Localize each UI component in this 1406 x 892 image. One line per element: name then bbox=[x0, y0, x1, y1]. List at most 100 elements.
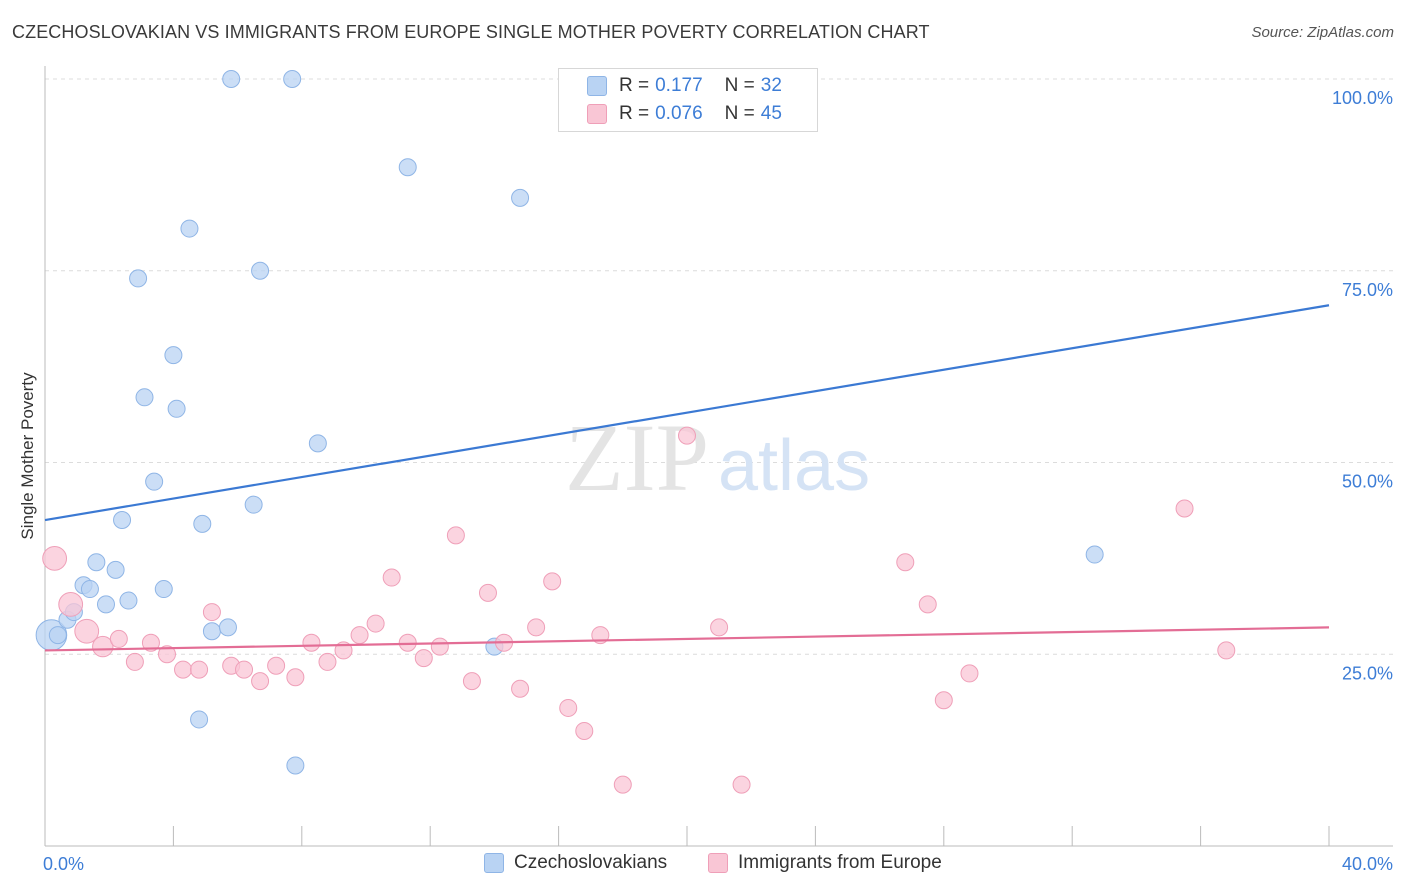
data-point-czechoslovakians bbox=[283, 70, 302, 88]
legend-swatch-blue bbox=[587, 76, 607, 96]
legend-n-value: 45 bbox=[760, 103, 782, 124]
data-point-immigrants bbox=[190, 660, 209, 679]
data-point-czechoslovakians bbox=[113, 511, 132, 530]
data-point-czechoslovakians bbox=[222, 70, 241, 88]
data-point-czechoslovakians bbox=[202, 622, 221, 641]
y-tick-label: 25.0% bbox=[1342, 663, 1393, 683]
data-point-czechoslovakians bbox=[164, 346, 183, 365]
data-point-immigrants bbox=[267, 656, 286, 675]
series-legend: Czechoslovakians Immigrants from Europe bbox=[0, 852, 1406, 876]
data-point-czechoslovakians bbox=[80, 580, 99, 599]
data-point-czechoslovakians bbox=[167, 399, 186, 418]
data-point-czechoslovakians bbox=[190, 710, 209, 729]
legend-r-value: 0.177 bbox=[655, 75, 703, 96]
data-point-czechoslovakians bbox=[180, 219, 199, 238]
data-point-czechoslovakians bbox=[1085, 545, 1104, 564]
data-point-czechoslovakians bbox=[119, 591, 138, 610]
data-point-czechoslovakians bbox=[511, 188, 530, 207]
data-point-immigrants bbox=[478, 583, 497, 602]
data-point-immigrants bbox=[92, 635, 114, 658]
trend-lines bbox=[44, 304, 1330, 652]
data-point-immigrants bbox=[511, 679, 530, 698]
legend-row-czechoslovakians: R = 0.177 N = 32 bbox=[587, 74, 782, 98]
y-tick-label: 100.0% bbox=[1332, 88, 1393, 108]
legend-n-label: N = bbox=[724, 103, 755, 124]
grid-lines bbox=[45, 78, 1393, 655]
y-tick-label: 75.0% bbox=[1342, 280, 1393, 300]
y-tick-label: 50.0% bbox=[1342, 472, 1393, 492]
data-point-immigrants bbox=[251, 672, 270, 691]
x-tick-label: 40.0% bbox=[1342, 854, 1393, 874]
data-point-czechoslovakians bbox=[193, 514, 212, 533]
x-tick-label: 0.0% bbox=[43, 854, 84, 874]
data-point-immigrants bbox=[141, 633, 160, 652]
data-point-immigrants bbox=[235, 660, 254, 679]
data-point-immigrants bbox=[934, 691, 953, 710]
data-point-immigrants bbox=[302, 633, 321, 652]
legend-swatch-pink bbox=[587, 104, 607, 124]
data-point-immigrants bbox=[896, 553, 915, 572]
data-point-immigrants bbox=[1175, 499, 1194, 518]
data-point-czechoslovakians bbox=[308, 434, 327, 453]
data-point-czechoslovakians bbox=[106, 560, 125, 579]
trend-line-czechoslovakians bbox=[44, 304, 1330, 522]
series-legend-czechoslovakians: Czechoslovakians bbox=[484, 852, 667, 874]
data-point-czechoslovakians bbox=[244, 495, 263, 514]
data-point-czechoslovakians bbox=[145, 472, 164, 491]
data-point-immigrants bbox=[732, 775, 751, 794]
data-point-immigrants bbox=[157, 645, 176, 664]
stats-legend: R = 0.177 N = 32 R = 0.076 N = 45 bbox=[558, 68, 818, 132]
data-point-immigrants bbox=[446, 526, 465, 545]
data-point-immigrants bbox=[42, 545, 68, 571]
data-point-czechoslovakians bbox=[96, 595, 115, 614]
data-point-czechoslovakians bbox=[154, 580, 173, 599]
data-point-immigrants bbox=[414, 649, 433, 668]
chart-title: CZECHOSLOVAKIAN VS IMMIGRANTS FROM EUROP… bbox=[12, 22, 930, 42]
watermark: ZIP atlas bbox=[565, 404, 870, 511]
data-point-czechoslovakians bbox=[87, 553, 106, 572]
data-point-czechoslovakians bbox=[251, 261, 270, 280]
data-point-immigrants bbox=[109, 629, 128, 648]
legend-r-label: R = bbox=[619, 103, 650, 124]
data-point-immigrants bbox=[527, 618, 546, 637]
data-point-immigrants bbox=[575, 721, 594, 740]
source-attribution: Source: ZipAtlas.com bbox=[1251, 24, 1394, 41]
data-point-immigrants bbox=[678, 426, 696, 445]
data-point-immigrants bbox=[710, 618, 729, 637]
data-point-immigrants bbox=[202, 603, 221, 622]
data-point-czechoslovakians bbox=[129, 269, 148, 288]
data-point-immigrants bbox=[286, 668, 305, 687]
axes bbox=[44, 66, 1393, 847]
series-name: Czechoslovakians bbox=[514, 852, 668, 873]
data-point-immigrants bbox=[430, 637, 449, 656]
data-point-immigrants bbox=[125, 652, 144, 671]
trend-line-immigrants bbox=[44, 626, 1330, 652]
data-point-immigrants bbox=[366, 614, 385, 633]
data-point-immigrants bbox=[462, 672, 481, 691]
series-swatch-pink bbox=[708, 853, 728, 873]
data-point-immigrants bbox=[960, 664, 979, 683]
legend-n-label: N = bbox=[724, 75, 755, 96]
data-point-immigrants bbox=[918, 595, 937, 614]
series-swatch-blue bbox=[484, 853, 504, 873]
data-point-immigrants bbox=[350, 626, 369, 645]
series-name: Immigrants from Europe bbox=[738, 852, 942, 873]
data-point-czechoslovakians bbox=[48, 626, 67, 645]
series-legend-immigrants: Immigrants from Europe bbox=[708, 852, 942, 874]
legend-n-value: 32 bbox=[760, 75, 782, 96]
data-point-immigrants bbox=[318, 652, 337, 671]
tick-labels: 25.0% 50.0% 75.0% 100.0% 0.0% 40.0% bbox=[43, 88, 1393, 874]
data-point-czechoslovakians bbox=[398, 158, 417, 177]
legend-r-value: 0.076 bbox=[655, 103, 703, 124]
legend-row-immigrants: R = 0.076 N = 45 bbox=[587, 102, 782, 126]
data-point-czechoslovakians bbox=[135, 388, 154, 407]
data-point-immigrants bbox=[74, 618, 100, 644]
watermark-atlas: atlas bbox=[718, 426, 870, 506]
data-point-immigrants bbox=[382, 568, 401, 587]
data-points bbox=[35, 70, 1236, 794]
data-point-immigrants bbox=[58, 591, 84, 617]
data-point-immigrants bbox=[543, 572, 562, 591]
data-point-czechoslovakians bbox=[218, 618, 237, 637]
legend-r-label: R = bbox=[619, 75, 650, 96]
